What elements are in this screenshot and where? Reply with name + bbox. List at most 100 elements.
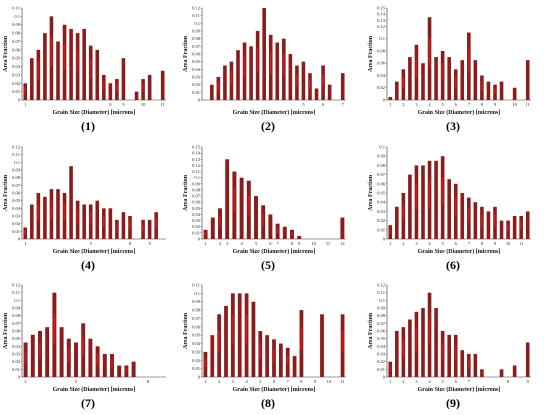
y-tick-label: 0.06 (192, 200, 201, 205)
bar (30, 204, 34, 239)
y-tick-label: 0.09 (377, 306, 386, 311)
bar-overlay (89, 213, 92, 226)
x-tick-label: 1 (24, 102, 26, 107)
y-tick-label: 0.11 (377, 290, 385, 295)
y-tick-label: 0 (383, 237, 386, 242)
bar-overlay (262, 213, 264, 226)
y-tick-label: 0.15 (377, 6, 386, 11)
bar-overlay (231, 314, 234, 344)
y-tick-label: 0 (383, 375, 386, 380)
x-tick-label: 10 (311, 241, 316, 246)
y-tick-label: 0.06 (377, 181, 386, 186)
bar (147, 219, 152, 239)
bar-overlay (50, 201, 53, 220)
x-tick-label: 6 (273, 379, 276, 384)
bar (297, 235, 302, 239)
y-tick-label: 0.08 (192, 187, 201, 192)
x-tick-label: 11 (526, 102, 530, 107)
panel-label: (5) (261, 258, 275, 272)
bar (408, 174, 412, 239)
bar-overlay (128, 221, 131, 230)
y-tick-label: 0.02 (192, 82, 200, 87)
bar (278, 343, 283, 377)
y-tick-label: 0 (18, 237, 21, 242)
bar-overlay (89, 59, 92, 79)
y-tick-label: 0.02 (192, 224, 200, 229)
x-tick-label: 10 (327, 379, 332, 384)
y-tick-label: 0.05 (12, 56, 21, 61)
y-tick-label: 0.01 (12, 89, 20, 94)
x-tick-label: 3 (415, 379, 418, 384)
y-tick-label: 0.08 (12, 175, 21, 180)
y-tick-label: 0.07 (12, 39, 21, 44)
x-axis-label: Grain Size (Diameter) [microns] (418, 109, 501, 116)
bar (275, 42, 280, 100)
bar-overlay (507, 225, 509, 232)
x-axis-label: Grain Size (Diameter) [microns] (233, 109, 316, 116)
bar-overlay (441, 63, 444, 81)
x-tick-label: 10 (512, 102, 517, 107)
bar (265, 335, 270, 377)
x-tick-label: 1 (389, 241, 391, 246)
bar-overlay (467, 359, 470, 368)
x-tick-label: 10 (506, 241, 511, 246)
bar (43, 33, 47, 101)
bar-overlay (272, 348, 275, 362)
bar-overlay (24, 87, 26, 94)
x-axis-label: Grain Size (Diameter) [microns] (53, 109, 136, 116)
bar (486, 81, 491, 100)
bar-overlay (204, 358, 207, 367)
bar (395, 81, 399, 100)
x-axis-label: Grain Size (Diameter) [microns] (53, 386, 136, 393)
y-tick-label: 0.01 (192, 90, 200, 95)
y-axis-label: Area Fraction (3, 312, 9, 349)
bar (69, 166, 73, 239)
bar (292, 356, 297, 377)
y-tick-label: 0.08 (192, 36, 201, 41)
bar (447, 179, 451, 239)
bar (225, 159, 230, 239)
bar-overlay (218, 329, 220, 352)
x-tick-label: 9 (494, 241, 497, 246)
bar-overlay (290, 232, 293, 236)
y-tick-label: 0.05 (12, 336, 21, 341)
x-tick-label: 11 (519, 241, 523, 246)
panel-label: (1) (81, 119, 95, 133)
x-tick-label: 1 (389, 102, 391, 107)
bar-overlay (341, 329, 344, 352)
y-tick-label: 0.04 (377, 73, 386, 78)
y-tick-label: 0.01 (12, 367, 20, 372)
y-tick-label: 0.14 (377, 12, 386, 17)
x-tick-label: 3 (232, 379, 235, 384)
bar (223, 65, 227, 100)
bar-overlay (308, 79, 311, 90)
y-tick-label: 0.1 (14, 298, 20, 303)
chart-panel-3: 0 0.02 0.04 0.06 0.08 0.1 0.120.130.140.15 1 2 3 4… (368, 6, 531, 133)
x-tick-label: 8 (300, 379, 303, 384)
bar (340, 217, 345, 239)
bar (314, 88, 319, 100)
x-tick-label: 4 (245, 379, 248, 384)
bar-overlay (441, 342, 444, 359)
bar-overlay (50, 37, 53, 67)
panel-label: (3) (446, 119, 460, 133)
x-axis-label: Grain Size (Diameter) [microns] (53, 248, 136, 255)
chart-panel-2: 0 0.01 0.02 0.03 0.04 0.05 0.06 0.07 0.08 0.09 0.1… (183, 6, 346, 133)
y-tick-label: 0.04 (377, 200, 386, 205)
y-tick-label: 0.02 (377, 85, 385, 90)
x-tick-label: 7 (342, 102, 345, 107)
x-tick-label: 5 (442, 379, 445, 384)
bar-overlay (402, 204, 405, 221)
x-tick-label: 2 (402, 102, 404, 107)
bar (237, 293, 242, 377)
x-axis-label: Grain Size (Diameter) [microns] (233, 386, 316, 393)
x-tick-label: 7 (276, 241, 279, 246)
bar-overlay (276, 227, 279, 233)
y-tick-label: 0.02 (377, 359, 385, 364)
bar (82, 204, 86, 239)
bar (486, 211, 491, 239)
bar-overlay (300, 326, 303, 351)
bar (254, 196, 258, 239)
chart-panel-5: 00.010.020.030.040.050.060.070.080.090.1… (183, 145, 346, 272)
y-tick-label: 0.04 (377, 344, 386, 349)
